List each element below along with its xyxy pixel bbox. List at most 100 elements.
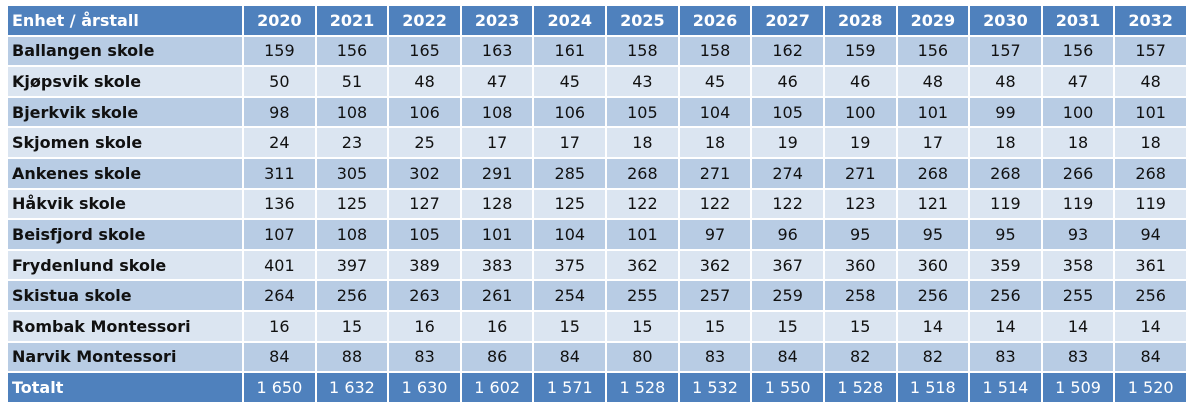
table-cell: 119 [1042,189,1116,221]
row-label: Skistua skole [8,281,245,312]
table-cell: 108 [316,220,390,251]
table-cell: 47 [1042,67,1116,98]
total-cell: 1 571 [534,373,608,404]
table-cell: 136 [244,189,317,221]
table-cell: 122 [607,189,680,221]
header-year: 2021 [316,6,390,37]
total-cell: 1 632 [316,373,390,404]
header-year: 2023 [461,6,535,37]
table-cell: 48 [970,67,1043,98]
header-label: Enhet / årstall [8,6,245,37]
table-cell: 83 [1042,342,1116,374]
table-cell: 157 [970,36,1043,68]
total-cell: 1 509 [1042,373,1116,404]
row-label: Skjomen skole [8,128,245,159]
table-cell: 83 [389,342,462,374]
total-cell: 1 630 [389,373,462,404]
table-row: Beisfjord skole 107 108 105 101 104 101 97 96 95 9… [8,220,1188,251]
row-label: Ankenes skole [8,158,245,190]
table-cell: 255 [607,281,680,312]
header-year: 2024 [534,6,608,37]
header-year: 2029 [897,6,971,37]
table-cell: 105 [752,97,825,129]
row-label: Rombak Montessori [8,311,245,343]
table-cell: 264 [244,281,317,312]
table-cell: 47 [461,67,535,98]
table-cell: 125 [534,189,608,221]
table-cell: 96 [752,220,825,251]
table-cell: 123 [824,189,898,221]
table-cell: 158 [679,36,753,68]
total-cell: 1 518 [897,373,971,404]
table-cell: 119 [970,189,1043,221]
table-cell: 18 [1115,128,1188,159]
row-label: Beisfjord skole [8,220,245,251]
table-cell: 159 [244,36,317,68]
table-cell: 16 [244,311,317,343]
table-cell: 106 [389,97,462,129]
header-row: Enhet / årstall 2020 2021 2022 2023 2024 2025… [8,6,1188,37]
table-cell: 256 [897,281,971,312]
table-row: Kjøpsvik skole 50 51 48 47 45 43 45 46 46 48 48 47 48 [8,67,1188,98]
table-cell: 108 [316,97,390,129]
table-cell: 165 [389,36,462,68]
total-cell: 1 514 [970,373,1043,404]
table-cell: 46 [752,67,825,98]
table-cell: 82 [824,342,898,374]
table-cell: 43 [607,67,680,98]
table-cell: 95 [897,220,971,251]
table-cell: 383 [461,250,535,282]
table-row: Ankenes skole 311 305 302 291 285 268 271 274 271… [8,158,1188,190]
table-cell: 259 [752,281,825,312]
table-cell: 125 [316,189,390,221]
table-cell: 15 [316,311,390,343]
table-cell: 51 [316,67,390,98]
total-cell: 1 602 [461,373,535,404]
table-cell: 18 [607,128,680,159]
header-year: 2025 [607,6,680,37]
table-cell: 14 [970,311,1043,343]
table-cell: 302 [389,158,462,190]
table-cell: 14 [897,311,971,343]
table-cell: 101 [607,220,680,251]
table-cell: 156 [897,36,971,68]
table-cell: 285 [534,158,608,190]
table-cell: 360 [824,250,898,282]
table-cell: 360 [897,250,971,282]
table-cell: 88 [316,342,390,374]
total-cell: 1 532 [679,373,753,404]
table-row: Ballangen skole 159 156 165 163 161 158 158 162 1… [8,36,1188,68]
table-cell: 101 [461,220,535,251]
table-cell: 95 [970,220,1043,251]
total-cell: 1 528 [607,373,680,404]
table-cell: 17 [461,128,535,159]
total-cell: 1 650 [244,373,317,404]
table-cell: 127 [389,189,462,221]
row-label: Kjøpsvik skole [8,67,245,98]
table-cell: 274 [752,158,825,190]
table-cell: 48 [897,67,971,98]
table-cell: 256 [1115,281,1188,312]
student-count-table: Enhet / årstall 2020 2021 2022 2023 2024 2025… [8,6,1188,404]
row-label: Bjerkvik skole [8,97,245,129]
total-row: Totalt 1 650 1 632 1 630 1 602 1 571 1 528 1 5… [8,373,1188,404]
table-cell: 93 [1042,220,1116,251]
table-cell: 14 [1115,311,1188,343]
table-cell: 361 [1115,250,1188,282]
table-cell: 98 [244,97,317,129]
table-cell: 18 [970,128,1043,159]
table-cell: 101 [897,97,971,129]
table-row: Bjerkvik skole 98 108 106 108 106 105 104 105 100… [8,97,1188,129]
table-cell: 359 [970,250,1043,282]
table-cell: 291 [461,158,535,190]
row-label: Frydenlund skole [8,250,245,282]
table-cell: 106 [534,97,608,129]
total-label: Totalt [8,373,245,404]
table-cell: 14 [1042,311,1116,343]
table-cell: 268 [607,158,680,190]
table-cell: 311 [244,158,317,190]
table-header: Enhet / årstall 2020 2021 2022 2023 2024 2025… [8,6,1188,37]
table-cell: 256 [970,281,1043,312]
table-cell: 95 [824,220,898,251]
table-cell: 100 [824,97,898,129]
